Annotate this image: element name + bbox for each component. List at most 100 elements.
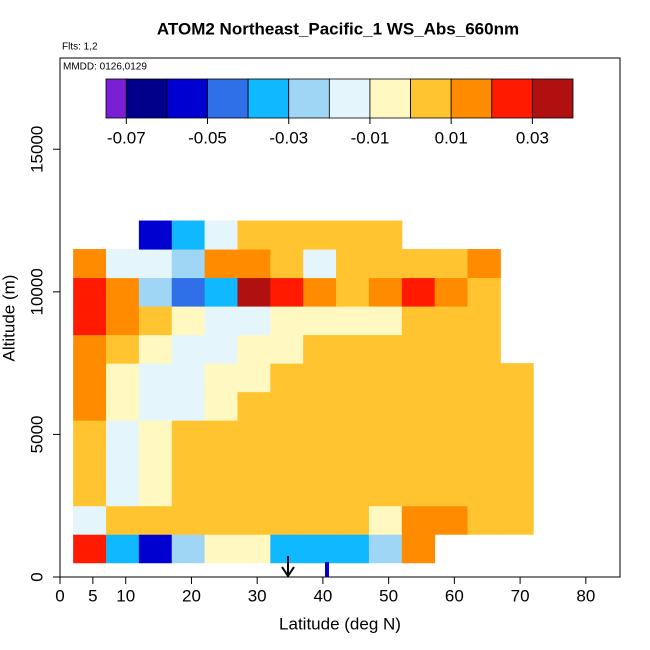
- heatmap-cell: [467, 249, 501, 279]
- x-tick-label: 80: [576, 586, 595, 605]
- heatmap-cell: [467, 448, 501, 478]
- heatmap-cell: [204, 477, 238, 507]
- heatmap-cell: [106, 534, 140, 564]
- y-tick-label: 10000: [27, 268, 46, 315]
- heatmap-cell: [106, 334, 140, 364]
- y-axis-label: Altitude (m): [0, 275, 18, 362]
- heatmap-cell: [237, 420, 271, 450]
- heatmap-cell: [401, 420, 436, 450]
- heatmap-cell: [270, 363, 304, 393]
- heatmap-cell: [401, 534, 436, 564]
- heatmap-cell: [237, 477, 271, 507]
- x-tick-label: 0: [55, 586, 64, 605]
- heatmap-cell: [106, 391, 140, 421]
- heatmap-cell: [368, 277, 403, 307]
- y-tick-label: 0: [27, 572, 46, 581]
- colorbar-box: [105, 78, 127, 119]
- heatmap-cell: [73, 534, 107, 564]
- colorbar-box: [207, 78, 249, 119]
- heatmap-cell: [270, 220, 304, 250]
- heatmap-cell: [106, 277, 140, 307]
- heatmap-cell: [73, 505, 107, 535]
- heatmap-cell: [237, 448, 271, 478]
- heatmap-cell: [401, 334, 436, 364]
- heatmap-cell: [171, 534, 206, 564]
- heatmap-cell: [270, 334, 304, 364]
- heatmap-cell: [237, 249, 271, 279]
- heatmap-cell: [401, 448, 436, 478]
- heatmap-cell: [467, 420, 501, 450]
- heatmap-cell: [138, 277, 173, 307]
- heatmap-cell: [270, 391, 304, 421]
- colorbar-box: [369, 78, 411, 119]
- heatmap-cell: [138, 306, 173, 336]
- x-axis-label: Latitude (deg N): [279, 614, 401, 633]
- heatmap-cell: [467, 391, 501, 421]
- heatmap-cell: [138, 477, 173, 507]
- heatmap-cell: [368, 306, 403, 336]
- heatmap-cell: [204, 534, 238, 564]
- flight-arrow-head: [281, 566, 295, 578]
- heatmap-cell: [500, 477, 534, 507]
- heatmap-cell: [106, 420, 140, 450]
- colorbar-box: [125, 78, 168, 119]
- heatmap-cell: [138, 391, 173, 421]
- heatmap-cell: [434, 363, 469, 393]
- heatmap-cell: [401, 306, 436, 336]
- heatmap-cell: [401, 363, 436, 393]
- colorbar-tick-label: -0.03: [269, 128, 308, 147]
- heatmap-cell: [303, 306, 337, 336]
- heatmap-cell: [336, 420, 370, 450]
- heatmap-cell: [237, 277, 271, 307]
- x-tick-label: 70: [511, 586, 530, 605]
- heatmap-cell: [237, 534, 271, 564]
- colorbar-tick-label: 0.03: [516, 128, 549, 147]
- heatmap-cell: [368, 249, 403, 279]
- x-tick-label: 40: [313, 586, 332, 605]
- heatmap-cell: [336, 477, 370, 507]
- heatmap-cell: [138, 249, 173, 279]
- heatmap-cell: [467, 306, 501, 336]
- x-tick-label: 50: [379, 586, 398, 605]
- heatmap-cell: [171, 220, 206, 250]
- heatmap-cell: [270, 505, 304, 535]
- heatmap-cell: [368, 448, 403, 478]
- heatmap-cell: [73, 277, 107, 307]
- heatmap-cell: [500, 420, 534, 450]
- colorbar-box: [410, 78, 452, 119]
- heatmap-cell: [467, 505, 501, 535]
- heatmap-cell: [500, 448, 534, 478]
- plot-frame: [59, 57, 621, 578]
- heatmap-cell: [467, 277, 501, 307]
- heatmap-cell: [138, 420, 173, 450]
- annotation: MMDD: 0126,0129: [63, 62, 147, 73]
- heatmap-cell: [303, 505, 337, 535]
- heatmap-cell: [171, 334, 206, 364]
- heatmap-cell: [138, 334, 173, 364]
- heatmap-cell: [500, 391, 534, 421]
- colorbar-box: [491, 78, 533, 119]
- heatmap-cell: [434, 334, 469, 364]
- heatmap-cell: [73, 420, 107, 450]
- colorbar-box: [328, 78, 371, 119]
- heatmap-cell: [336, 220, 370, 250]
- heatmap-cell: [204, 420, 238, 450]
- heatmap-cell: [204, 277, 238, 307]
- heatmap-cell: [138, 363, 173, 393]
- heatmap-cell: [500, 505, 534, 535]
- heatmap-cell: [204, 448, 238, 478]
- heatmap-cell: [106, 306, 140, 336]
- heatmap-cell: [434, 420, 469, 450]
- heatmap-cell: [303, 334, 337, 364]
- axes: 0 5 10 20 30 40 50 60 70 80 0 5000 10000 15000: [27, 126, 595, 606]
- heatmap-cell: [336, 363, 370, 393]
- heatmap-cell: [303, 363, 337, 393]
- y-tick-label: 15000: [27, 126, 46, 173]
- heatmap-cell: [171, 420, 206, 450]
- heatmap-cell: [434, 249, 469, 279]
- heatmap-cell: [204, 306, 238, 336]
- heatmap-cell: [303, 534, 337, 564]
- heatmap-cell: [237, 220, 271, 250]
- heatmap-cell: [270, 249, 304, 279]
